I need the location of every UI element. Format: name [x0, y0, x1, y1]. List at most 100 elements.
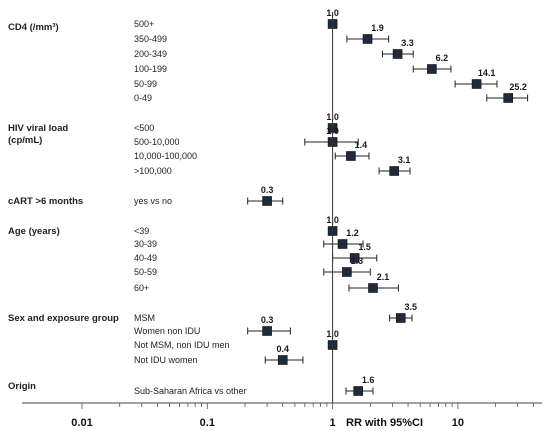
x-tick-label: 10 — [452, 417, 464, 429]
point-marker — [262, 196, 272, 206]
row: >100,000 3.1 — [134, 155, 411, 176]
value-label: 6.2 — [436, 53, 449, 63]
row: 0-49 25.2 — [134, 82, 529, 103]
group: cART >6 months yes vs no 0.3 — [8, 185, 284, 207]
row: 30-39 1.2 — [134, 228, 364, 249]
point-marker — [353, 386, 363, 396]
point-marker — [342, 267, 352, 277]
point-marker — [362, 34, 373, 44]
group-title: HIV viral load (cp/mL) — [8, 123, 68, 146]
group: HIV viral load (cp/mL)<5001.0500-10,0001.… — [8, 112, 411, 176]
row-label: <500 — [134, 123, 154, 133]
row-label: >100,000 — [134, 166, 172, 176]
row-label: Women non IDU — [134, 326, 200, 336]
value-label: 2.1 — [377, 272, 390, 282]
major-ticks: 0.01 0.1 1 10 — [71, 417, 464, 429]
row: 50-59 1.3 — [134, 256, 371, 277]
row-label: 500+ — [134, 19, 154, 29]
point-marker — [392, 49, 403, 59]
x-tick-label: 0.01 — [71, 417, 92, 429]
row-label: 10,000-100,000 — [134, 151, 197, 161]
point-marker — [471, 79, 482, 89]
point-marker — [368, 283, 378, 293]
value-label: 1.5 — [358, 242, 371, 252]
group: CD4 (/mm³) 500+1.0 350-499 1.9 200-349 3.3 100… — [8, 8, 529, 103]
point-marker — [395, 313, 406, 323]
group: Age (years) <391.0 30-39 1.2 40-49 1.5 50-59 1.… — [8, 215, 399, 293]
value-label: 1.2 — [346, 228, 359, 238]
value-label: 1.6 — [362, 375, 375, 385]
row: Sub-Saharan Africa vs other 1.6 — [134, 375, 374, 396]
row: Not IDU women 0.4 — [134, 344, 304, 365]
point-marker — [346, 151, 356, 161]
minor-ticks — [81, 403, 534, 409]
row-label: Not MSM, non IDU men — [134, 340, 230, 350]
row: 50-99 14.1 — [134, 68, 498, 89]
group-title-line: (cp/mL) — [8, 135, 42, 146]
row-label: <39 — [134, 226, 149, 236]
row-label: 60+ — [134, 283, 149, 293]
value-label: 3.5 — [405, 302, 418, 312]
x-axis-label: RR with 95%CI — [346, 417, 423, 429]
group-title-line: Age (years) — [8, 226, 60, 237]
row-label: yes vs no — [134, 196, 172, 206]
row: 60+ 2.1 — [134, 272, 399, 293]
row-label: 200-349 — [134, 49, 167, 59]
group-title-line: Origin — [8, 381, 36, 392]
row: 10,000-100,000 1.4 — [134, 140, 370, 161]
row-label: 30-39 — [134, 239, 157, 249]
group-title: cART >6 months — [8, 196, 83, 207]
value-label: 1.4 — [355, 140, 368, 150]
row-label: MSM — [134, 313, 155, 323]
x-tick-label: 0.1 — [200, 417, 215, 429]
point-marker — [337, 239, 348, 249]
row-label: 50-59 — [134, 267, 157, 277]
row: <391.0 — [134, 215, 339, 236]
row: MSM 3.5 — [134, 302, 417, 323]
point-marker — [503, 93, 513, 103]
row-label: 50-99 — [134, 79, 157, 89]
row-label: 350-499 — [134, 34, 167, 44]
value-label: 0.3 — [261, 185, 274, 195]
group-title-line: HIV viral load — [8, 123, 68, 134]
row: 100-199 6.2 — [134, 53, 452, 74]
value-label: 0.3 — [261, 315, 274, 325]
value-label: 1.9 — [371, 23, 384, 33]
x-axis: 0.01 0.1 1 10 RR with 95%CI — [22, 12, 542, 429]
group-title: Sex and exposure group — [8, 313, 119, 324]
point-marker — [389, 166, 399, 176]
group: Sex and exposure group MSM 3.5 Women non ID… — [8, 302, 417, 365]
row-label: 40-49 — [134, 253, 157, 263]
point-marker — [349, 253, 360, 263]
group-title-line: CD4 (/mm³) — [8, 22, 59, 33]
value-label: 1.3 — [351, 256, 364, 266]
row: yes vs no 0.3 — [134, 185, 284, 206]
forest-rows: CD4 (/mm³) 500+1.0 350-499 1.9 200-349 3.3 100… — [8, 8, 529, 396]
group: Origin Sub-Saharan Africa vs other 1.6 — [8, 375, 374, 396]
row: 200-349 3.3 — [134, 38, 414, 59]
row-label: 500-10,000 — [134, 137, 180, 147]
value-label: 3.1 — [398, 155, 411, 165]
group-title: Origin — [8, 381, 36, 392]
row: 500+1.0 — [134, 8, 339, 29]
row-label: Not IDU women — [134, 355, 198, 365]
row-label: 100-199 — [134, 64, 167, 74]
value-label: 3.3 — [401, 38, 414, 48]
value-label: 0.4 — [276, 344, 289, 354]
x-tick-label: 1 — [330, 417, 336, 429]
point-marker — [277, 355, 288, 365]
group-title: Age (years) — [8, 226, 60, 237]
row: 350-499 1.9 — [134, 23, 390, 44]
row-label: Sub-Saharan Africa vs other — [134, 386, 247, 396]
point-marker — [262, 326, 272, 336]
row: Women non IDU 0.3 — [134, 315, 291, 336]
point-marker — [427, 64, 437, 74]
row-label: 0-49 — [134, 93, 152, 103]
group-title-line: Sex and exposure group — [8, 313, 119, 324]
value-label: 25.2 — [509, 82, 527, 92]
value-label: 14.1 — [478, 68, 496, 78]
group-title-line: cART >6 months — [8, 196, 83, 207]
